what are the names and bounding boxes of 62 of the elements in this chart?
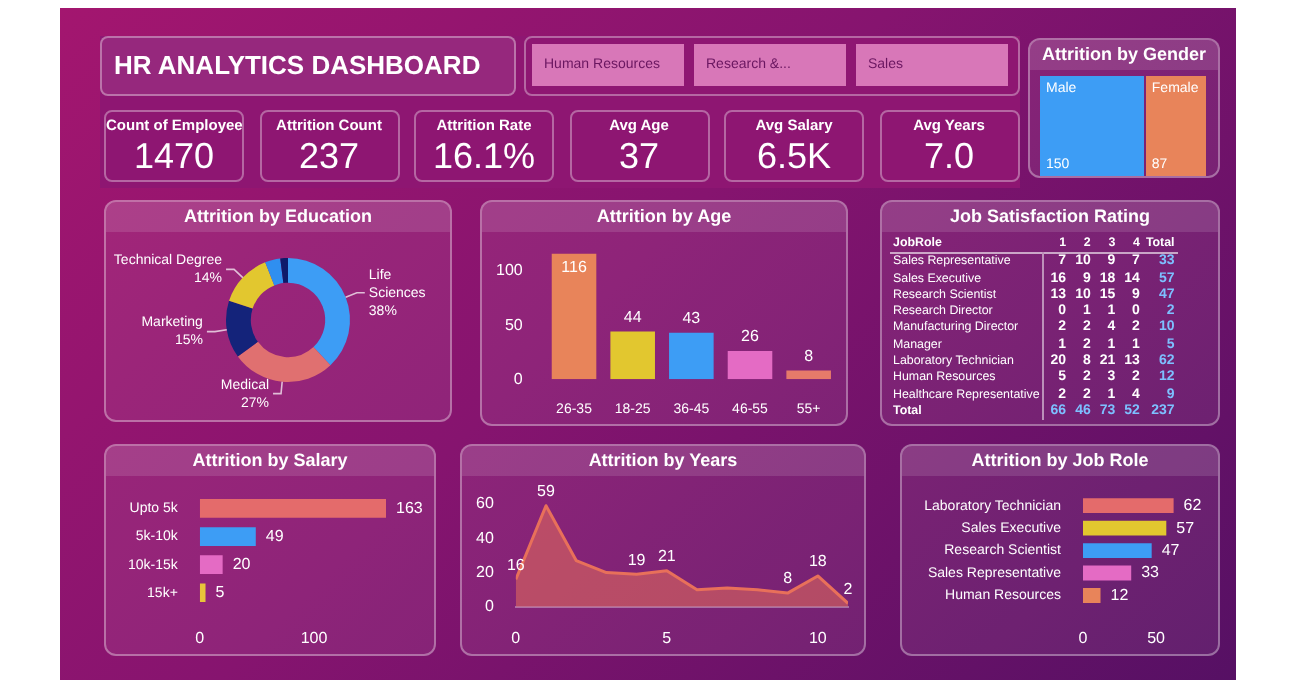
text: 6.5K — [756, 136, 832, 176]
text: Attrition by Gender — [1030, 40, 1218, 70]
bar — [551, 253, 597, 380]
data-label: 116 — [561, 258, 588, 277]
bar — [610, 331, 655, 380]
y-tick-label: 50 — [504, 315, 524, 334]
data-label: 44 — [623, 308, 643, 327]
data-label: 47 — [1161, 541, 1181, 560]
bar — [1082, 543, 1152, 559]
data-label: 16 — [506, 555, 526, 574]
bar — [1082, 520, 1167, 536]
text: 7.0 — [923, 136, 975, 176]
bar — [199, 555, 223, 574]
data-label: 26 — [741, 327, 760, 346]
y-tick-label: 100 — [495, 261, 524, 280]
data-label: 8 — [783, 569, 794, 588]
x-tick-label: 50 — [1147, 628, 1167, 647]
data-label: 43 — [682, 309, 702, 328]
x-tick-label: 10 — [808, 628, 828, 647]
chart-title: Attrition by Job Role — [902, 446, 1218, 476]
bar — [727, 351, 773, 380]
data-label: 8 — [804, 346, 815, 365]
chart-title: Job Satisfaction Rating — [882, 202, 1218, 232]
data-label: 163 — [396, 498, 424, 517]
bar — [199, 499, 386, 518]
y-tick-label: 60 — [475, 494, 495, 513]
y-tick-label: 0 — [484, 597, 495, 616]
chart-title: Attrition by Education — [106, 202, 450, 232]
y-tick-label: 0 — [513, 369, 524, 388]
x-tick-label: 0 — [1078, 628, 1089, 647]
bar — [1082, 498, 1174, 514]
data-label: 20 — [232, 555, 252, 574]
bar — [669, 332, 714, 380]
text: 237 — [298, 136, 360, 176]
data-label: 12 — [1110, 585, 1130, 604]
bar — [199, 527, 256, 546]
x-tick-label: 100 — [300, 628, 329, 647]
data-label: 62 — [1183, 496, 1203, 515]
data-label: 18 — [808, 552, 828, 571]
text: 16.1% — [432, 136, 536, 176]
data-label: 2 — [843, 579, 854, 598]
chart-title: Attrition by Years — [462, 446, 864, 476]
data-label: 19 — [627, 550, 647, 569]
y-tick-label: 20 — [475, 562, 495, 581]
text: HR ANALYTICS DASHBOARD — [100, 36, 516, 96]
text: 1470 — [133, 136, 215, 176]
data-label: 57 — [1176, 518, 1196, 537]
text: 37 — [618, 136, 660, 176]
data-label: 21 — [657, 547, 677, 566]
data-label: 59 — [537, 482, 556, 501]
y-tick-label: 40 — [475, 528, 495, 547]
data-label: 33 — [1141, 563, 1161, 582]
chart-title: Attrition by Age — [482, 202, 846, 232]
chart-title: Attrition by Salary — [106, 446, 434, 476]
bar — [1082, 565, 1132, 581]
bar — [786, 370, 831, 380]
bar — [1082, 588, 1101, 604]
data-label: 5 — [215, 583, 226, 602]
bar — [199, 583, 206, 603]
x-tick-label: 0 — [195, 628, 206, 647]
data-label: 49 — [265, 526, 285, 545]
x-tick-label: 5 — [662, 628, 673, 647]
